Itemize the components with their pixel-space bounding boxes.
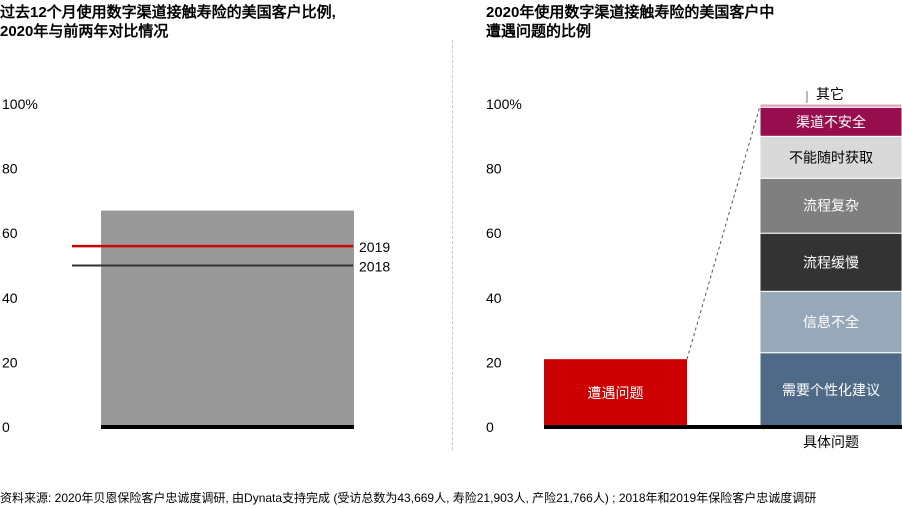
- segment-label-other: 其它: [816, 86, 844, 102]
- connector-line: [686, 105, 761, 360]
- segment-label: 渠道不安全: [796, 114, 866, 130]
- left-title-line1: 过去12个月使用数字渠道接触寿险的美国客户比例,: [0, 4, 336, 21]
- left-y-tick-label: 100%: [2, 96, 38, 112]
- segment-label: 信息不全: [803, 314, 859, 330]
- encountered-problem-bar: [544, 359, 687, 427]
- problem-segment: [759, 352, 902, 428]
- right-title-line1: 2020年使用数字渠道接触寿险的美国客户中: [486, 4, 775, 21]
- problem-segment: [759, 103, 902, 108]
- right-title-line2: 遭遇问题的比例: [486, 23, 592, 40]
- segment-label: 流程复杂: [803, 198, 859, 214]
- right-y-tick-label: 60: [486, 225, 502, 241]
- left-y-tick-label: 20: [2, 354, 18, 370]
- encountered-problem-bar-label: 遭遇问题: [588, 385, 644, 401]
- right-chart-title: 2020年使用数字渠道接触寿险的美国客户中 遭遇问题的比例: [486, 3, 886, 41]
- left-title-line2: 2020年与前两年对比情况: [0, 23, 169, 40]
- panel-divider: [452, 40, 453, 450]
- left-y-tick-label: 80: [2, 161, 18, 177]
- problem-segment: [759, 290, 902, 354]
- segment-label: 不能随时获取: [789, 149, 873, 165]
- right-y-tick-label: 100%: [486, 96, 522, 112]
- segment-label: 需要个性化建议: [782, 382, 880, 398]
- source-footnote: 资料来源: 2020年贝恩保险客户忠诚度调研, 由Dynata支持完成 (受访总…: [0, 491, 817, 505]
- segment-label: 流程缓慢: [803, 254, 859, 270]
- reference-line-label-2019: 2019: [359, 239, 390, 255]
- left-y-tick-label: 60: [2, 225, 18, 241]
- left-chart: 0 20 40 60 80 100% 2019 2018: [2, 96, 390, 435]
- right-y-tick-label: 80: [486, 161, 502, 177]
- stacked-bar-xlabel: 具体问题: [803, 434, 859, 450]
- left-y-tick-label: 40: [2, 290, 18, 306]
- problem-segment: [759, 177, 902, 234]
- right-y-tick-label: 20: [486, 354, 502, 370]
- right-y-tick-label: 40: [486, 290, 502, 306]
- left-y-tick-label: 0: [2, 419, 10, 435]
- reference-line-label-2018: 2018: [359, 259, 390, 275]
- right-y-tick-label: 0: [486, 419, 494, 435]
- problem-segment: [759, 232, 902, 292]
- problem-segment: [759, 106, 902, 137]
- left-chart-title: 过去12个月使用数字渠道接触寿险的美国客户比例, 2020年与前两年对比情况: [0, 3, 430, 41]
